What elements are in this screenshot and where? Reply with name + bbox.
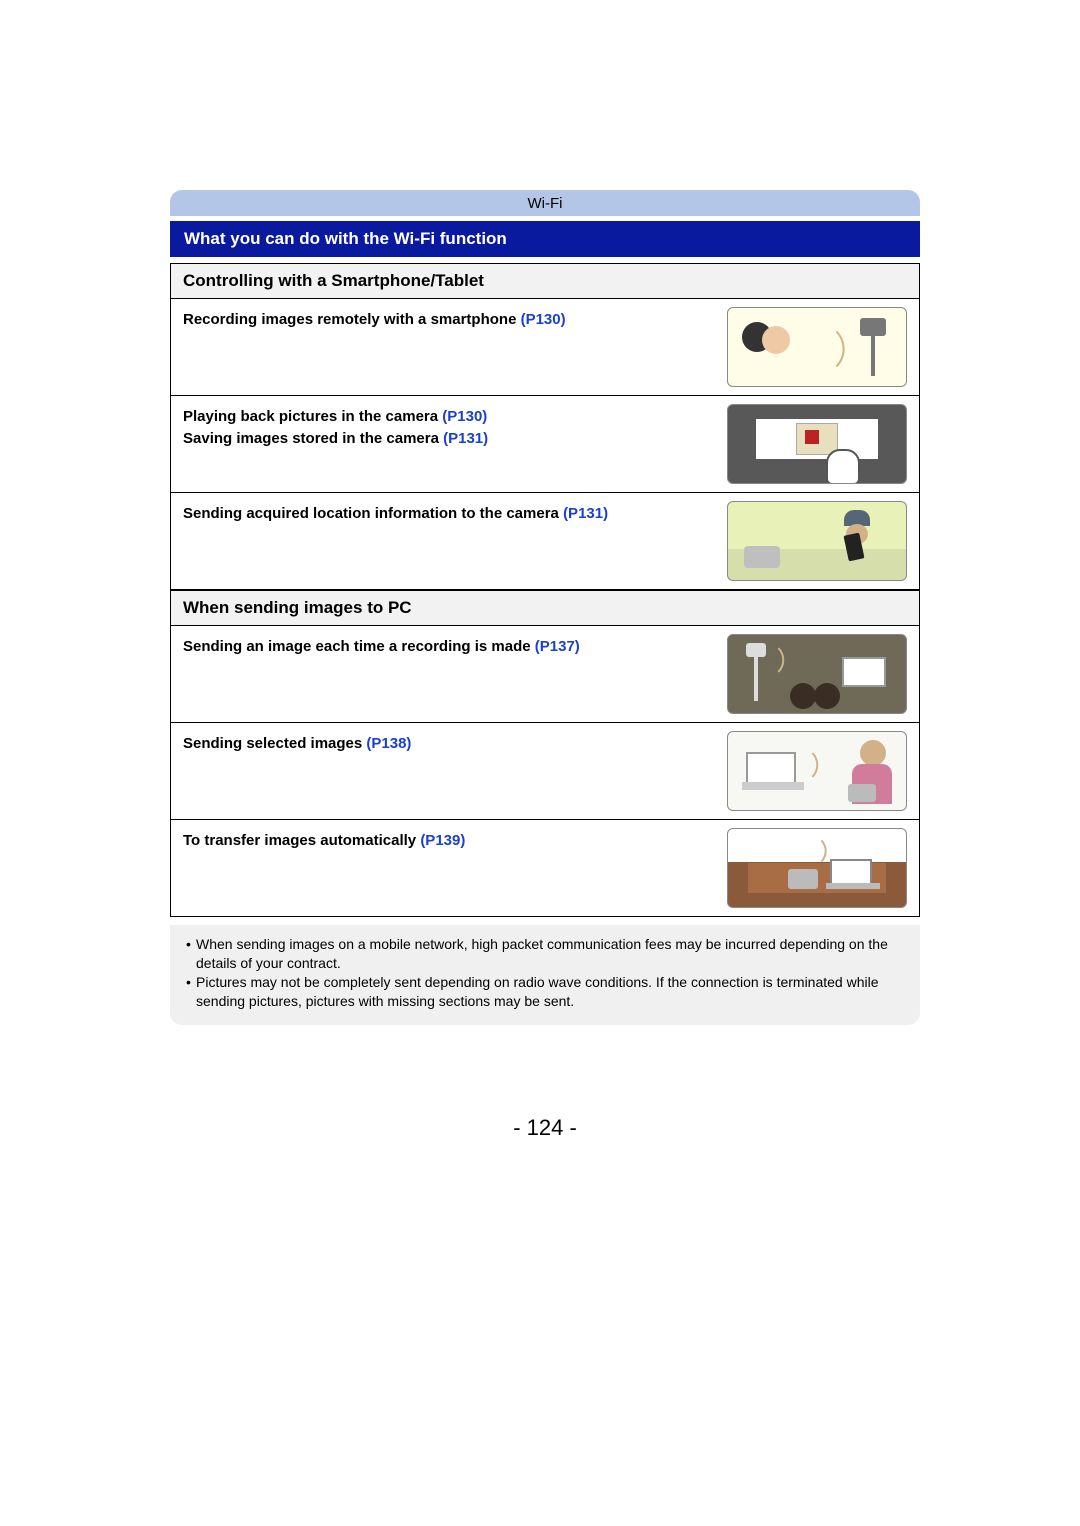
row-text: Playing back pictures in the camera (P13… <box>183 404 715 450</box>
table-row: Playing back pictures in the camera (P13… <box>171 396 919 493</box>
row-text: Sending an image each time a recording i… <box>183 634 715 658</box>
illustration <box>727 501 907 581</box>
notes-box: • When sending images on a mobile networ… <box>170 925 920 1025</box>
section-header: When sending images to PC <box>171 590 919 626</box>
page-ref-link[interactable]: (P131) <box>443 430 488 447</box>
row-text: Sending selected images (P138) <box>183 731 715 755</box>
features-table: Controlling with a Smartphone/Tablet Rec… <box>170 263 920 917</box>
illustration <box>727 634 907 714</box>
note-item: • When sending images on a mobile networ… <box>186 935 904 973</box>
section-header: Controlling with a Smartphone/Tablet <box>171 263 919 299</box>
note-item: • Pictures may not be completely sent de… <box>186 973 904 1011</box>
row-text: Sending acquired location information to… <box>183 501 715 525</box>
page-ref-link[interactable]: (P130) <box>521 311 566 328</box>
table-row: To transfer images automatically (P139) <box>171 820 919 916</box>
row-desc: Sending selected images <box>183 735 366 752</box>
bullet-dot: • <box>186 935 196 973</box>
page-ref-link[interactable]: (P137) <box>535 638 580 655</box>
bullet-dot: • <box>186 973 196 1011</box>
manual-page: Wi-Fi What you can do with the Wi-Fi fun… <box>170 190 920 1141</box>
row-text: Recording images remotely with a smartph… <box>183 307 715 331</box>
table-row: Sending an image each time a recording i… <box>171 626 919 723</box>
page-ref-link[interactable]: (P130) <box>442 408 487 425</box>
table-row: Sending selected images (P138) <box>171 723 919 820</box>
row-desc: Sending acquired location information to… <box>183 505 563 522</box>
note-text: Pictures may not be completely sent depe… <box>196 973 904 1011</box>
row-desc: To transfer images automatically <box>183 832 420 849</box>
row-desc: Sending an image each time a recording i… <box>183 638 535 655</box>
table-row: Sending acquired location information to… <box>171 493 919 590</box>
category-tab: Wi-Fi <box>170 190 920 216</box>
illustration <box>727 404 907 484</box>
row-text: To transfer images automatically (P139) <box>183 828 715 852</box>
illustration <box>727 828 907 908</box>
row-desc: Playing back pictures in the camera <box>183 408 442 425</box>
page-ref-link[interactable]: (P138) <box>366 735 411 752</box>
table-row: Recording images remotely with a smartph… <box>171 299 919 396</box>
page-ref-link[interactable]: (P131) <box>563 505 608 522</box>
page-ref-link[interactable]: (P139) <box>420 832 465 849</box>
illustration <box>727 307 907 387</box>
row-desc: Recording images remotely with a smartph… <box>183 311 521 328</box>
page-title-bar: What you can do with the Wi-Fi function <box>170 221 920 257</box>
illustration <box>727 731 907 811</box>
note-text: When sending images on a mobile network,… <box>196 935 904 973</box>
page-number: - 124 - <box>170 1115 920 1141</box>
row-desc: Saving images stored in the camera <box>183 430 443 447</box>
